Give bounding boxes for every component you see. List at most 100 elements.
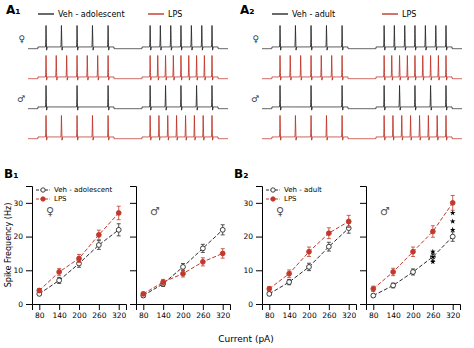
- point: [267, 286, 272, 291]
- error-cap: [347, 227, 351, 228]
- error-cap: [431, 225, 435, 226]
- point: [307, 265, 312, 270]
- x-tick-mark: [289, 304, 290, 310]
- row-label: ♂: [17, 94, 25, 104]
- y-tick: 0: [18, 300, 32, 309]
- x-tick-label: 200: [302, 311, 317, 320]
- legend-swatch: [382, 13, 398, 14]
- legend-label: Veh - adolescent: [54, 186, 112, 194]
- x-tick: 260: [92, 304, 107, 320]
- point: [200, 259, 205, 264]
- error-cap: [327, 251, 331, 252]
- point: [450, 234, 455, 239]
- error-cap: [307, 263, 311, 264]
- x-tick-label: 200: [72, 311, 87, 320]
- x-tick: 260: [196, 304, 211, 320]
- x-axis-title: Current (pA): [218, 334, 274, 344]
- y-tick: [130, 270, 136, 271]
- point: [96, 243, 101, 248]
- panel-label: A₁: [6, 3, 21, 17]
- x-tick-mark: [223, 304, 224, 310]
- y-tick-label: 0: [248, 300, 253, 309]
- y-tick: [130, 237, 136, 238]
- y-axis-title: Spike Frequency (Hz): [4, 203, 13, 288]
- y-tick-mark: [26, 304, 32, 305]
- y-tick-mark: [256, 237, 262, 238]
- y-axis: [360, 187, 367, 305]
- y-tick-mark: [130, 237, 136, 238]
- point: [116, 227, 121, 232]
- panel-label: A₂: [240, 3, 255, 17]
- x-tick-mark: [99, 304, 100, 310]
- series: [37, 224, 121, 297]
- panel-label: B₂: [234, 167, 248, 181]
- row-label: ♀: [18, 34, 25, 44]
- error-cap: [431, 237, 435, 238]
- point: [37, 288, 42, 293]
- series: [141, 249, 225, 297]
- series-line: [143, 253, 222, 293]
- legend-label: Veh - adolescent: [58, 10, 125, 19]
- legend-label: LPS: [284, 195, 297, 203]
- trace: [362, 86, 462, 111]
- legend-label: LPS: [402, 10, 416, 19]
- annotation: ♀: [46, 205, 54, 218]
- y-tick: [130, 203, 136, 204]
- error-cap: [77, 254, 81, 255]
- x-tick-mark: [143, 304, 144, 310]
- series-line: [269, 221, 348, 288]
- legend-entry: LPS: [382, 10, 416, 19]
- trace: [28, 56, 128, 81]
- trace: [262, 26, 362, 51]
- row-label: ♂: [251, 94, 259, 104]
- point: [371, 293, 376, 298]
- error-cap: [97, 239, 101, 240]
- error-cap: [117, 206, 121, 207]
- x-tick-mark: [79, 304, 80, 310]
- series-line: [39, 230, 118, 294]
- x-tick-label: 320: [216, 311, 231, 320]
- x-tick: 320: [216, 304, 231, 320]
- x-tick-label: 80: [35, 311, 45, 320]
- x-axis: 80140200260320: [263, 304, 357, 320]
- y-tick-mark: [26, 237, 32, 238]
- annotation: ♂: [380, 205, 390, 218]
- legend-marker: [271, 188, 275, 192]
- x-tick: 140: [282, 304, 297, 320]
- legend-entry: Veh - adolescent: [36, 186, 112, 194]
- legend-entry: LPS: [36, 195, 67, 203]
- chart-container: A₁Veh - adolescentLPS♀♂A₂Veh - adultLPS♀…: [0, 0, 474, 348]
- error-cap: [451, 195, 455, 196]
- y-tick-mark: [360, 270, 366, 271]
- x-tick: 200: [406, 304, 421, 320]
- point: [141, 291, 146, 296]
- x-axis-line: [137, 305, 231, 311]
- error-cap: [181, 263, 185, 264]
- annotation: ♀: [276, 205, 284, 218]
- series: [371, 195, 455, 291]
- legend-entry: Veh - adult: [272, 10, 335, 19]
- y-tick-label: 30: [13, 199, 23, 208]
- point: [287, 280, 292, 285]
- series-line: [373, 203, 452, 289]
- x-tick-label: 260: [92, 311, 107, 320]
- error-cap: [391, 275, 395, 276]
- error-cap: [181, 277, 185, 278]
- legend-entry: Veh - adult: [266, 186, 322, 194]
- x-tick: 260: [322, 304, 337, 320]
- point: [181, 265, 186, 270]
- x-tick-label: 80: [369, 311, 379, 320]
- error-cap: [327, 227, 331, 228]
- y-tick: [360, 270, 366, 271]
- error-cap: [411, 256, 415, 257]
- point: [287, 271, 292, 276]
- y-tick-mark: [256, 304, 262, 305]
- error-cap: [307, 256, 311, 257]
- error-cap: [347, 233, 351, 234]
- trace: [362, 116, 462, 141]
- point: [430, 254, 435, 259]
- y-tick: 20: [243, 232, 262, 241]
- legend-marker: [41, 188, 45, 192]
- x-tick: 140: [156, 304, 171, 320]
- x-tick-label: 260: [426, 311, 441, 320]
